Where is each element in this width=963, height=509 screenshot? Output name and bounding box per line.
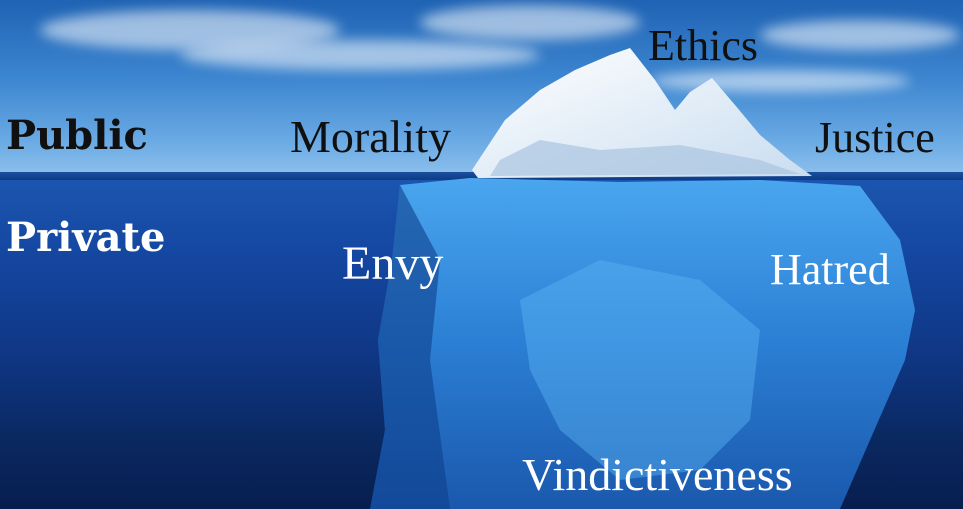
label-vindictiveness: Vindictiveness	[522, 449, 793, 500]
label-ethics: Ethics	[648, 21, 758, 70]
iceberg-tip-shadow	[490, 140, 800, 176]
label-hatred: Hatred	[770, 245, 890, 294]
label-morality: Morality	[290, 111, 451, 162]
iceberg-underwater-shading	[520, 260, 760, 480]
label-public: Public	[6, 112, 148, 159]
label-justice: Justice	[815, 113, 935, 162]
cloud	[760, 20, 960, 50]
cloud	[180, 40, 540, 70]
label-envy: Envy	[342, 237, 444, 290]
sky	[0, 0, 963, 176]
iceberg-underwater-shadow	[370, 185, 450, 509]
cloud	[420, 5, 640, 40]
iceberg-underwater	[370, 178, 915, 509]
label-private: Private	[6, 214, 166, 261]
